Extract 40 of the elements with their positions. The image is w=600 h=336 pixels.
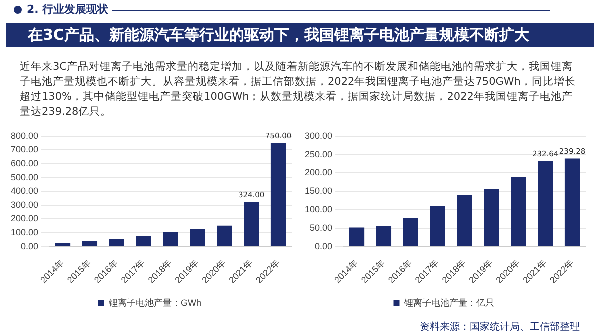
y-tick-label: 50.00	[310, 222, 333, 233]
bar	[217, 226, 232, 246]
y-tick-label: 100.00	[304, 204, 333, 215]
bar	[457, 195, 472, 246]
bar	[376, 226, 392, 246]
bar	[82, 241, 98, 246]
y-tick-label: 400.00	[10, 186, 39, 196]
y-tick-label: 200.00	[10, 214, 39, 224]
bar	[109, 239, 124, 246]
bar	[538, 161, 554, 246]
bar	[190, 229, 206, 246]
y-tick-label: 700.00	[10, 144, 39, 155]
y-tick-label: 0.00	[314, 241, 333, 252]
bar	[349, 228, 365, 246]
bar	[403, 218, 418, 246]
bar	[244, 202, 260, 246]
bar	[564, 158, 580, 246]
bar	[484, 189, 500, 246]
bar	[55, 242, 71, 246]
bar	[270, 143, 286, 246]
y-tick-label: 250.00	[304, 149, 333, 160]
text: 资料来源：国家统计局、工信部整理	[420, 320, 580, 334]
y-tick-label: 300.00	[304, 130, 333, 141]
y-tick-label: 0.00	[20, 241, 39, 252]
text: 2. 行业发展现状	[27, 2, 109, 17]
y-tick-label: 200.00	[304, 168, 333, 178]
bar	[163, 232, 178, 246]
bar	[430, 206, 446, 246]
text: 近年来3C产品对锂离子电池需求量的稳定增加，以及随着新能源汽车的不断发展和储能电池的需求扩大，我国锂离子电池产量规模也不断扩大。从容量规模来看，据工信部数据，2022年我国锂离子电池产量达750GWh，同比增长超过130%，其中储能型锂电产量突破100GWh；从数量规模来看，据国家统计局数据，2022年我国锂离子电池产量达239.28亿只。	[20, 60, 577, 120]
bar	[511, 177, 526, 246]
y-tick-label: 500.00	[10, 172, 39, 182]
chart-title: 在3C产品、新能源汽车等行业的驱动下，我国锂离子电池产量规模不断扩大	[6, 23, 594, 47]
bar	[136, 236, 152, 246]
y-tick-label: 800.00	[10, 130, 39, 141]
y-tick-label: 150.00	[304, 186, 333, 196]
y-tick-label: 100.00	[10, 228, 39, 238]
y-tick-label: 600.00	[10, 158, 39, 168]
legend-label: 锂离子电池产量：亿只	[403, 298, 494, 308]
y-tick-label: 300.00	[10, 200, 39, 210]
legend-label: 锂离子电池产量：GWh	[108, 298, 202, 308]
